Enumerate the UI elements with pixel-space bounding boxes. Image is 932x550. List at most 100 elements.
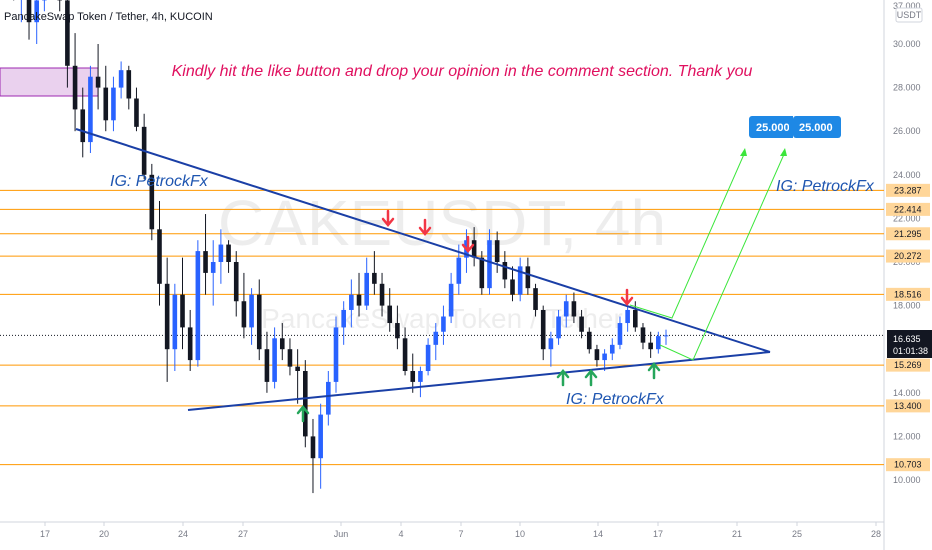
candle-body xyxy=(126,70,132,99)
candle-body xyxy=(448,283,454,317)
currency-badge-bg[interactable] xyxy=(895,7,923,23)
down-arrow-3 xyxy=(461,235,475,253)
candle-body xyxy=(433,331,439,345)
candle-body xyxy=(656,336,661,350)
target-box-2[interactable] xyxy=(793,116,841,138)
candle-body xyxy=(579,316,584,332)
level-tag-0: 23.287 xyxy=(894,185,922,195)
level-tag-bg-3 xyxy=(886,249,930,263)
down-arrow-4 xyxy=(620,288,634,306)
candle-body xyxy=(602,353,607,361)
level-tag-5: 15.269 xyxy=(894,360,922,370)
time-tick-label: 4 xyxy=(398,529,403,539)
candle-body xyxy=(80,109,86,143)
price-tick-label: 37.000 xyxy=(893,1,921,11)
candle-body xyxy=(65,0,70,66)
candle-body xyxy=(26,0,32,23)
candle-body xyxy=(95,76,101,88)
candle-body xyxy=(609,344,615,354)
candle-body xyxy=(540,309,546,350)
target-label-2: 25.000 xyxy=(799,122,833,134)
up-arrow-1 xyxy=(296,405,310,423)
candle-body xyxy=(594,349,600,361)
time-tick-label: 27 xyxy=(238,529,248,539)
candle-body xyxy=(233,262,239,302)
candle-body xyxy=(494,240,500,262)
ascending-trendline[interactable] xyxy=(187,351,771,411)
candle-body xyxy=(625,309,630,324)
price-tick-label: 28.000 xyxy=(893,83,921,93)
candle-body xyxy=(395,323,400,339)
time-axis-ticks: 17 20 24 27 Jun 4 7 10 14 17 21 25 28 xyxy=(40,522,881,539)
candle-body xyxy=(441,316,446,332)
candle-body xyxy=(326,381,331,415)
down-arrow-1 xyxy=(381,209,395,227)
ig-label-1: IG: PetrockFx xyxy=(110,173,209,190)
time-tick-label: 7 xyxy=(458,529,463,539)
candle-body xyxy=(34,0,39,23)
candle-body xyxy=(164,283,170,350)
price-tick-label: 22.000 xyxy=(893,213,921,223)
level-tag-bg-4 xyxy=(886,287,930,301)
level-price-tags: 23.287 22.414 21.295 20.272 18.516 15.269 13.4… xyxy=(886,183,930,472)
time-tick-label: 24 xyxy=(178,529,188,539)
candle-body xyxy=(210,262,216,273)
target-box-1-clip xyxy=(789,116,793,138)
projection-path-1[interactable] xyxy=(629,151,746,319)
candle-body xyxy=(648,342,653,350)
candle-body xyxy=(510,279,515,295)
time-tick-label: 28 xyxy=(871,529,881,539)
price-tick-label: 10.000 xyxy=(893,475,921,485)
candle-body xyxy=(402,338,408,371)
candle-body xyxy=(349,294,354,310)
symbol-title[interactable]: PancakeSwap Token / Tether, 4h, KUCOIN xyxy=(4,11,213,23)
price-tick-label: 26.000 xyxy=(893,126,921,136)
currency-badge: USDT xyxy=(897,10,922,20)
candle-body xyxy=(241,301,247,328)
level-tag-6: 13.400 xyxy=(894,401,922,411)
candle-body xyxy=(264,349,270,382)
candles xyxy=(13,0,669,494)
candle-body xyxy=(272,338,277,382)
candle-body xyxy=(410,371,416,382)
countdown-timer: 01:01:38 xyxy=(893,346,928,356)
candle-body xyxy=(663,335,669,337)
candle-body xyxy=(226,244,231,262)
candle-body xyxy=(203,251,208,273)
ig-label-2: IG: PetrockFx xyxy=(776,178,875,195)
candle-body xyxy=(341,309,346,328)
candle-body xyxy=(563,301,569,317)
candle-body xyxy=(517,266,523,295)
target-box-1[interactable] xyxy=(749,116,793,138)
time-tick-label: 14 xyxy=(593,529,603,539)
level-tag-bg-6 xyxy=(886,399,930,413)
candle-body xyxy=(279,338,285,350)
candle-body xyxy=(387,305,393,324)
price-tick-label: 30.000 xyxy=(893,39,921,49)
candle-body xyxy=(180,294,185,328)
time-tick-label: 10 xyxy=(515,529,525,539)
down-arrow-2 xyxy=(418,218,432,236)
candle-body xyxy=(533,288,538,310)
candle-body xyxy=(586,331,592,350)
candle-body xyxy=(471,240,477,258)
candle-body xyxy=(187,327,193,361)
candle-body xyxy=(318,414,323,459)
projection-path-2[interactable] xyxy=(659,151,786,361)
watermark-ticker: CAKEUSDT, 4h xyxy=(218,187,666,259)
candle-body xyxy=(479,257,485,289)
candle-body xyxy=(379,283,385,306)
candle-body xyxy=(456,257,462,284)
up-arrow-2 xyxy=(556,369,570,387)
level-tag-2: 21.295 xyxy=(894,229,922,239)
candle-body xyxy=(333,327,339,382)
banner-text: Kindly hit the like button and drop your… xyxy=(172,63,753,80)
candle-body xyxy=(149,174,155,230)
candle-body xyxy=(287,349,293,367)
candle-body xyxy=(72,65,78,110)
current-price-tag: 16.635 xyxy=(893,334,921,344)
descending-trendline[interactable] xyxy=(75,128,771,353)
current-price-tag-bg[interactable] xyxy=(887,330,932,358)
up-arrow-4 xyxy=(647,362,661,380)
